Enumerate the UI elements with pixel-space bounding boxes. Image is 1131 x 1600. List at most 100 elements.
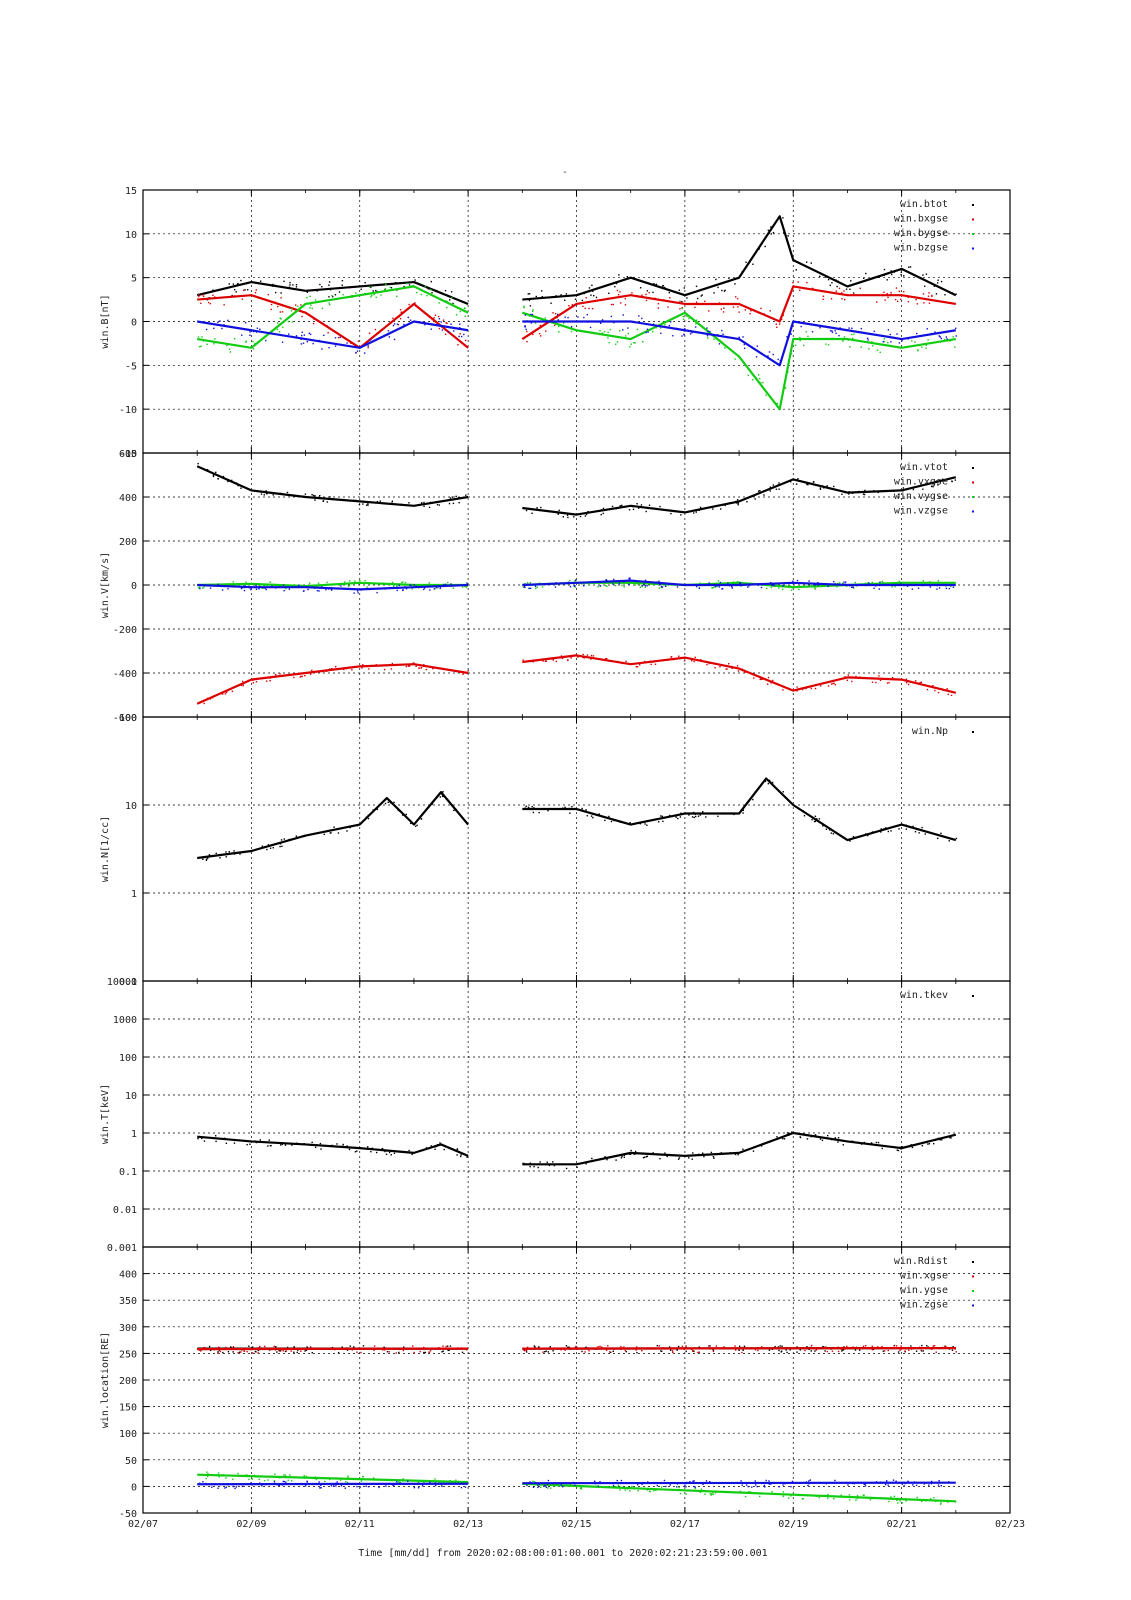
data-point: [357, 340, 360, 342]
data-point: [614, 285, 616, 288]
data-point: [678, 655, 680, 657]
data-point: [742, 1349, 744, 1351]
data-point: [205, 328, 208, 331]
data-point: [206, 322, 209, 324]
data-point: [529, 1165, 531, 1168]
data-point: [434, 1148, 436, 1151]
data-point: [434, 585, 436, 587]
data-point: [698, 587, 700, 590]
data-point: [813, 820, 816, 823]
series-win-xgse: [197, 1344, 957, 1354]
data-point: [843, 1348, 846, 1350]
data-point: [940, 1502, 942, 1504]
data-point: [284, 1144, 287, 1146]
data-point: [822, 295, 825, 297]
data-point: [729, 348, 731, 350]
data-point: [355, 499, 357, 502]
data-point: [709, 1481, 711, 1483]
y-axis-label: win.V[km/s]: [100, 552, 111, 618]
data-point: [842, 1144, 844, 1146]
data-point: [396, 589, 398, 592]
data-point: [607, 1345, 609, 1347]
data-point: [245, 340, 248, 343]
series-line: [521, 285, 956, 340]
data-point: [238, 583, 240, 585]
data-point: [384, 288, 386, 290]
data-point: [398, 315, 401, 318]
data-point: [702, 811, 704, 813]
data-point: [544, 330, 547, 332]
data-point: [411, 303, 414, 306]
data-point: [871, 831, 874, 833]
data-point: [842, 582, 844, 585]
data-point: [770, 1483, 772, 1485]
data-point: [431, 803, 433, 805]
data-point: [763, 388, 765, 390]
data-point: [668, 1346, 671, 1348]
data-point: [197, 1137, 199, 1140]
data-point: [638, 664, 641, 666]
data-point: [720, 1152, 723, 1154]
data-point: [843, 1346, 845, 1348]
data-point: [720, 308, 723, 310]
data-point: [810, 585, 813, 587]
data-point: [375, 289, 377, 292]
data-point: [916, 1496, 918, 1499]
data-point: [373, 293, 375, 296]
data-point: [681, 307, 683, 310]
data-point: [441, 793, 443, 795]
data-point: [795, 1347, 797, 1350]
data-point: [810, 687, 812, 690]
data-point: [255, 588, 258, 591]
data-point: [787, 1132, 790, 1134]
data-point: [532, 811, 535, 814]
data-point: [279, 1144, 282, 1146]
data-point: [882, 1350, 885, 1352]
data-point: [233, 850, 235, 852]
data-point: [864, 582, 867, 585]
data-point: [718, 302, 721, 304]
data-point: [851, 676, 854, 678]
data-point: [850, 586, 853, 588]
data-point: [641, 1482, 644, 1484]
data-point: [367, 503, 369, 505]
data-point: [754, 1349, 757, 1351]
data-point: [901, 1483, 903, 1485]
data-point: [625, 1350, 628, 1353]
data-point: [914, 341, 916, 343]
y-tick-label: 0.01: [113, 1205, 137, 1216]
data-point: [635, 1153, 637, 1155]
data-point: [273, 1480, 276, 1482]
data-point: [329, 829, 332, 831]
data-point: [231, 294, 233, 297]
data-point: [309, 333, 312, 336]
data-point: [698, 586, 701, 589]
data-point: [848, 491, 850, 493]
data-point: [399, 317, 402, 320]
data-point: [875, 1144, 877, 1147]
data-point: [649, 660, 652, 662]
data-point: [888, 681, 890, 684]
data-point: [838, 334, 840, 337]
data-point: [865, 272, 867, 275]
y-tick-label: 200: [119, 1376, 137, 1387]
data-point: [415, 585, 417, 587]
data-point: [922, 584, 924, 587]
data-point: [266, 584, 269, 587]
data-point: [631, 292, 633, 294]
data-point: [431, 292, 433, 294]
data-point: [526, 1484, 528, 1487]
data-point: [523, 305, 525, 308]
data-point: [920, 1349, 922, 1352]
y-tick-label: 0: [131, 581, 137, 592]
data-point: [842, 1349, 844, 1351]
data-point: [954, 1501, 957, 1503]
data-point: [402, 589, 404, 592]
data-point: [560, 1349, 562, 1351]
data-point: [570, 657, 572, 659]
data-point: [204, 699, 207, 701]
data-point: [890, 293, 892, 296]
data-point: [279, 1477, 281, 1479]
data-point: [851, 680, 853, 683]
data-point: [660, 1350, 662, 1352]
